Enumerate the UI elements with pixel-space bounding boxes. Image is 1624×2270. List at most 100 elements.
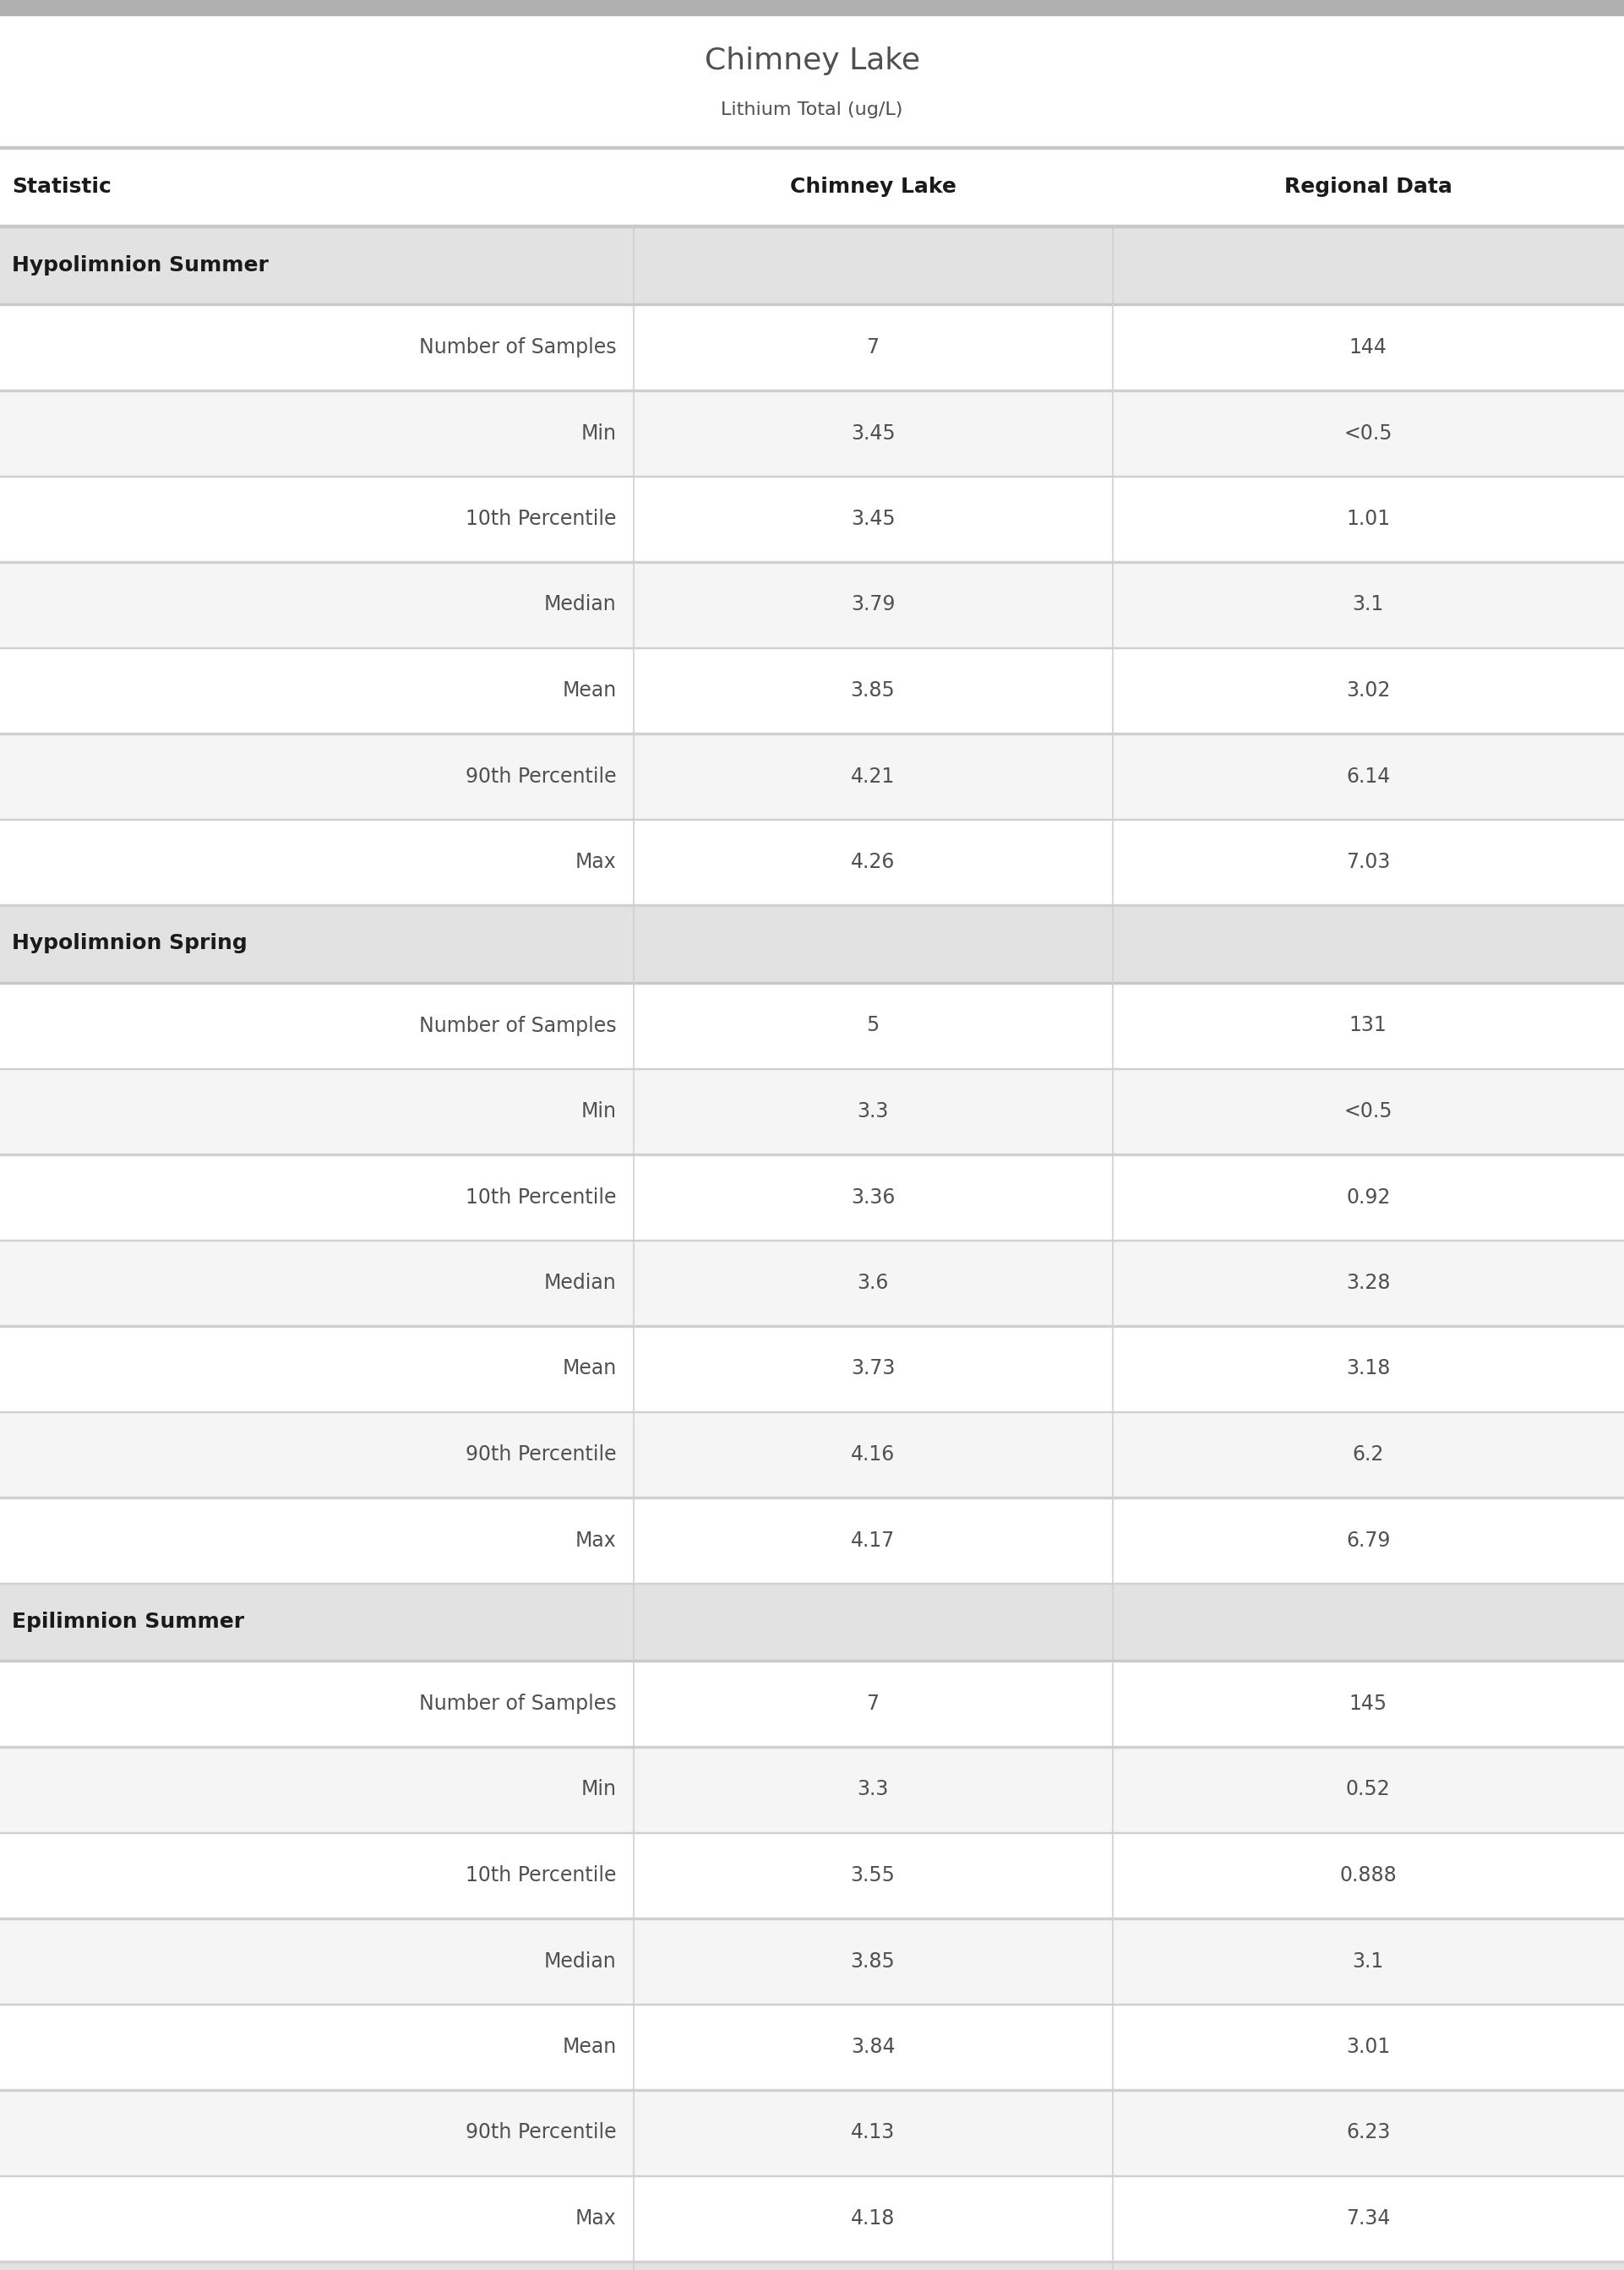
Bar (0, 1326, 1624, 1412)
Bar (0, 0, 1624, 16)
Text: Mean: Mean (562, 681, 617, 701)
Text: 6.79: 6.79 (1346, 1530, 1390, 1550)
Text: 10th Percentile: 10th Percentile (466, 1187, 617, 1208)
Bar (0, 477, 1624, 561)
Text: Hypolimnion Spring: Hypolimnion Spring (11, 933, 247, 953)
Bar (0, 1155, 1624, 1239)
Bar (0, 145, 1624, 150)
Text: 0.888: 0.888 (1340, 1866, 1397, 1886)
Text: 7: 7 (867, 1693, 879, 1714)
Bar (0, 1662, 1624, 1746)
Text: <0.5: <0.5 (1345, 1101, 1392, 1121)
Bar (0, 1498, 1624, 1582)
Text: Mean: Mean (562, 1357, 617, 1378)
Text: 1.01: 1.01 (1346, 508, 1390, 529)
Text: 3.3: 3.3 (857, 1780, 888, 1800)
Text: 7.03: 7.03 (1346, 851, 1390, 872)
Text: 90th Percentile: 90th Percentile (466, 765, 617, 785)
Bar (0, 2177, 1624, 2261)
Bar (0, 1834, 1624, 1918)
Bar (0, 649, 1624, 733)
Bar (0, 1584, 1624, 1659)
Text: 3.01: 3.01 (1346, 2036, 1390, 2057)
Text: Chimney Lake: Chimney Lake (705, 48, 919, 75)
Text: Regional Data: Regional Data (1285, 177, 1452, 197)
Text: 145: 145 (1350, 1693, 1387, 1714)
Text: 3.28: 3.28 (1346, 1273, 1390, 1294)
Text: 6.14: 6.14 (1346, 765, 1390, 785)
Text: 5: 5 (867, 1015, 879, 1035)
Text: Max: Max (575, 851, 617, 872)
Text: Median: Median (544, 595, 617, 615)
Text: 3.85: 3.85 (851, 681, 895, 701)
Bar (0, 225, 1624, 227)
Text: Number of Samples: Number of Samples (419, 1015, 617, 1035)
Bar (0, 390, 1624, 474)
Bar (0, 819, 1624, 903)
Text: Min: Min (581, 1780, 617, 1800)
Text: 10th Percentile: 10th Percentile (466, 1866, 617, 1886)
Text: Lithium Total (ug/L): Lithium Total (ug/L) (721, 102, 903, 118)
Text: 6.23: 6.23 (1346, 2122, 1390, 2143)
Bar (0, 16, 1624, 145)
Text: Chimney Lake: Chimney Lake (789, 177, 957, 197)
Text: Min: Min (581, 1101, 617, 1121)
Text: Max: Max (575, 2209, 617, 2229)
Text: Max: Max (575, 1530, 617, 1550)
Text: Epilimnion Summer: Epilimnion Summer (11, 1612, 244, 1632)
Text: 4.21: 4.21 (851, 765, 895, 785)
Text: 3.45: 3.45 (851, 422, 895, 443)
Text: 3.18: 3.18 (1346, 1357, 1390, 1378)
Text: 3.1: 3.1 (1353, 1950, 1384, 1970)
Text: 3.73: 3.73 (851, 1357, 895, 1378)
Bar (0, 1242, 1624, 1326)
Text: 3.36: 3.36 (851, 1187, 895, 1208)
Text: 3.1: 3.1 (1353, 595, 1384, 615)
Text: 90th Percentile: 90th Percentile (466, 2122, 617, 2143)
Text: 3.85: 3.85 (851, 1950, 895, 1970)
Bar (0, 227, 1624, 304)
Bar (0, 2004, 1624, 2088)
Text: 131: 131 (1350, 1015, 1387, 1035)
Bar (0, 983, 1624, 1067)
Text: Median: Median (544, 1273, 617, 1294)
Text: 3.02: 3.02 (1346, 681, 1390, 701)
Text: 3.79: 3.79 (851, 595, 895, 615)
Text: Hypolimnion Summer: Hypolimnion Summer (11, 254, 268, 275)
Text: 10th Percentile: 10th Percentile (466, 508, 617, 529)
Bar (0, 906, 1624, 981)
Text: 3.3: 3.3 (857, 1101, 888, 1121)
Text: Statistic: Statistic (11, 177, 112, 197)
Text: 90th Percentile: 90th Percentile (466, 1444, 617, 1464)
Text: Mean: Mean (562, 2036, 617, 2057)
Text: 3.84: 3.84 (851, 2036, 895, 2057)
Text: Median: Median (544, 1950, 617, 1970)
Text: 0.92: 0.92 (1346, 1187, 1390, 1208)
Text: Min: Min (581, 422, 617, 443)
Bar (0, 2091, 1624, 2175)
Text: 3.45: 3.45 (851, 508, 895, 529)
Text: 144: 144 (1350, 338, 1387, 356)
Bar (0, 2261, 1624, 2270)
Bar (0, 733, 1624, 819)
Text: <0.5: <0.5 (1345, 422, 1392, 443)
Text: 4.17: 4.17 (851, 1530, 895, 1550)
Text: 4.26: 4.26 (851, 851, 895, 872)
Text: 7: 7 (867, 338, 879, 356)
Text: 7.34: 7.34 (1346, 2209, 1390, 2229)
Text: 3.55: 3.55 (851, 1866, 895, 1886)
Bar (0, 304, 1624, 390)
Bar (0, 150, 1624, 225)
Text: 4.13: 4.13 (851, 2122, 895, 2143)
Bar (0, 1069, 1624, 1153)
Bar (0, 1918, 1624, 2004)
Bar (0, 563, 1624, 647)
Text: Number of Samples: Number of Samples (419, 338, 617, 356)
Text: 6.2: 6.2 (1353, 1444, 1384, 1464)
Bar (0, 1412, 1624, 1496)
Text: 0.52: 0.52 (1346, 1780, 1390, 1800)
Text: 4.16: 4.16 (851, 1444, 895, 1464)
Text: 3.6: 3.6 (857, 1273, 888, 1294)
Text: Number of Samples: Number of Samples (419, 1693, 617, 1714)
Text: 4.18: 4.18 (851, 2209, 895, 2229)
